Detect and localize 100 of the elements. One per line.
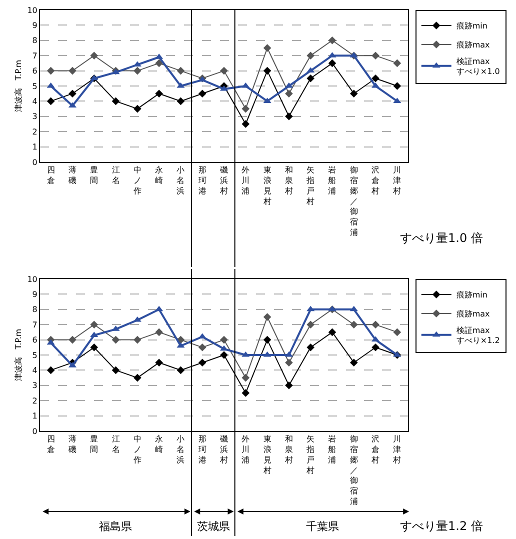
x-tick-label: 矢指戸村 <box>306 434 315 475</box>
point <box>306 306 315 312</box>
x-tick-label: 薄磯 <box>67 434 76 454</box>
point <box>242 104 250 113</box>
point <box>285 358 293 366</box>
x-tick-label: 岩船浦 <box>328 166 336 196</box>
point <box>90 320 98 328</box>
x-tick-label: 磯浜村 <box>219 434 228 464</box>
x-tick-label: 薄磯 <box>67 166 76 185</box>
text: 千葉県 <box>306 520 339 533</box>
y-tick-label: 0 <box>32 158 38 167</box>
y-tick-label: 2 <box>32 396 38 406</box>
x-tick-label: 江名 <box>112 434 120 454</box>
point <box>263 336 272 344</box>
y-tick-label: 8 <box>32 305 38 314</box>
x-tick-label: 矢指戸村 <box>306 166 315 206</box>
x-tick-label: 江名 <box>112 166 120 185</box>
point <box>328 36 336 44</box>
y-axis-title: 津波高 T.P.m <box>14 328 23 382</box>
y-tick-label: 4 <box>32 366 38 375</box>
point <box>155 306 164 312</box>
point <box>90 52 98 60</box>
point <box>263 44 272 52</box>
y-tick-label: 5 <box>32 82 38 91</box>
y-tick-label: 5 <box>32 350 38 360</box>
y-tick-label: 10 <box>27 6 38 15</box>
point <box>155 59 163 68</box>
point <box>306 67 315 73</box>
y-tick-label: 1 <box>32 412 38 421</box>
x-tick-label: 東浪見村 <box>262 434 272 475</box>
legend-label: 検証max すべり×1.0 <box>456 56 500 76</box>
x-tick-label: 那珂港 <box>198 434 206 464</box>
y-tick-label: 1 <box>32 142 38 152</box>
x-tick-label: 磯浜村 <box>219 166 228 196</box>
point <box>306 52 314 60</box>
point <box>68 66 76 75</box>
point <box>198 358 206 366</box>
point <box>46 339 55 345</box>
y-tick-label: 3 <box>32 381 38 390</box>
point <box>393 328 402 336</box>
point <box>134 104 142 113</box>
point <box>350 306 358 312</box>
point <box>176 97 185 106</box>
point <box>176 366 185 374</box>
x-tick-label: 外川浦 <box>242 434 250 464</box>
text: 福島県 <box>99 520 132 533</box>
text: 茨城県 <box>197 520 230 533</box>
x-tick-label: 豊間 <box>90 166 98 185</box>
y-tick-label: 7 <box>32 51 38 60</box>
point <box>155 358 163 366</box>
x-tick-label: 永崎 <box>155 166 164 185</box>
legend-label: 痕跡max <box>456 310 490 319</box>
point <box>220 66 228 75</box>
point <box>134 336 142 344</box>
x-tick-label: 御宿郷／御宿浦 <box>350 166 358 237</box>
point <box>46 97 55 106</box>
x-tick-label: 永崎 <box>155 434 164 454</box>
x-tick-label: 中ノ作 <box>132 434 142 464</box>
point <box>46 366 55 374</box>
x-tick-label: 川津村 <box>392 166 402 196</box>
point <box>112 366 120 374</box>
y-tick-label: 0 <box>32 426 38 436</box>
point <box>220 336 228 344</box>
point <box>134 374 142 382</box>
x-tick-label: 中ノ作 <box>132 166 142 196</box>
point <box>328 328 336 336</box>
point <box>176 342 185 348</box>
y-axis-title: 津波高 T.P.m <box>14 60 23 112</box>
legend-label: 検証max すべり×1.2 <box>456 326 500 346</box>
legend-label: 痕跡max <box>456 40 490 50</box>
point <box>68 90 76 98</box>
point <box>393 59 402 68</box>
point <box>372 320 380 328</box>
x-tick-label: 四倉 <box>46 166 55 185</box>
point <box>134 66 142 75</box>
x-tick-label: 沢倉村 <box>370 434 380 464</box>
point <box>285 90 293 98</box>
y-tick-label: 9 <box>32 21 38 30</box>
x-tick-label: 小名浜 <box>176 166 185 196</box>
y-tick-label: 6 <box>32 336 38 345</box>
legend-label: 痕跡min <box>456 22 488 31</box>
point <box>198 344 206 352</box>
y-tick-label: 6 <box>32 66 38 76</box>
x-tick-label: 那珂港 <box>198 166 206 196</box>
x-tick-label: 小名浜 <box>176 434 185 464</box>
text: すべり量1.2 倍 <box>400 519 483 533</box>
point <box>242 374 250 382</box>
point <box>198 90 206 98</box>
y-tick-label: 7 <box>32 320 38 330</box>
point <box>372 344 380 352</box>
point <box>372 52 380 60</box>
point <box>155 328 163 336</box>
y-tick-label: 10 <box>27 274 38 284</box>
point <box>176 66 185 75</box>
point <box>306 74 314 82</box>
point <box>328 59 336 68</box>
y-tick-label: 8 <box>32 36 38 46</box>
point <box>393 82 402 90</box>
x-tick-label: 四倉 <box>46 434 55 454</box>
point <box>242 120 250 128</box>
